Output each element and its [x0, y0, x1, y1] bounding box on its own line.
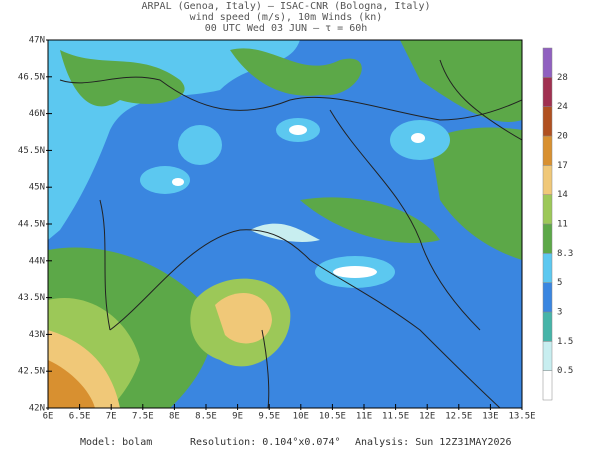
colorbar-label: 20: [557, 132, 568, 142]
header-line: 00 UTC Wed 03 JUN — τ = 60h: [205, 23, 368, 34]
colorbar-segment: [542, 47, 553, 78]
footer-model: Model: bolam: [80, 437, 152, 448]
colorbar-label: 14: [557, 190, 568, 200]
colorbar-segment: [542, 135, 553, 166]
lon-label: 11E: [356, 412, 372, 422]
lon-label: 8.5E: [195, 412, 217, 422]
lat-label: 42N: [29, 404, 45, 414]
lat-label: 43.5N: [18, 293, 45, 303]
colorbar-segment: [542, 341, 553, 371]
colorbar-segment: [542, 311, 553, 342]
lat-label: 46.5N: [18, 72, 45, 82]
colorbar-label: 11: [557, 220, 568, 230]
lon-label: 7.5E: [132, 412, 154, 422]
lat-label: 45.5N: [18, 146, 45, 156]
colorbar-label: 8.3: [557, 249, 573, 259]
lat-label: 46N: [29, 109, 45, 119]
lat-label: 43N: [29, 330, 45, 340]
lat-label: 44N: [29, 256, 45, 266]
colorbar-label: 3: [557, 308, 562, 318]
lon-label: 12.5E: [445, 412, 472, 422]
lon-label: 8E: [169, 412, 180, 422]
colorbar-label: 0.5: [557, 366, 573, 376]
map-field: [48, 40, 522, 408]
lon-label: 6E: [43, 412, 54, 422]
lon-label: 6.5E: [69, 412, 91, 422]
colorbar-segment: [542, 223, 553, 254]
lat-label: 45N: [29, 183, 45, 193]
colorbar-segment: [542, 106, 553, 137]
lon-label: 7E: [106, 412, 117, 422]
colorbar-label: 24: [557, 102, 568, 112]
lon-label: 12E: [419, 412, 435, 422]
footer-resolution: Resolution: 0.104°x0.074°: [190, 437, 341, 448]
colorbar-segment: [542, 77, 553, 107]
lon-label: 10E: [293, 412, 309, 422]
colorbar-segment: [542, 194, 553, 225]
colorbar-label: 17: [557, 161, 568, 171]
lon-label: 11.5E: [382, 412, 409, 422]
lon-label: 9.5E: [258, 412, 280, 422]
colorbar-segment: [542, 165, 553, 195]
lon-label: 9E: [232, 412, 243, 422]
colorbar-label: 5: [557, 278, 562, 288]
footer-analysis: Analysis: Sun 12Z31MAY2026: [355, 437, 512, 448]
header-line: ARPAL (Genoa, Italy) — ISAC-CNR (Bologna…: [142, 1, 431, 12]
lon-label: 10.5E: [319, 412, 346, 422]
header-line: wind speed (m/s), 10m Winds (kn): [190, 12, 383, 23]
colorbar-label: 28: [557, 73, 568, 83]
lon-label: 13E: [482, 412, 498, 422]
lat-label: 42.5N: [18, 367, 45, 377]
lon-label: 13.5E: [508, 412, 535, 422]
lat-label: 44.5N: [18, 220, 45, 230]
colorbar-segment: [542, 282, 553, 313]
colorbar-segment: [542, 370, 553, 401]
colorbar-segment: [542, 253, 553, 283]
lat-label: 47N: [29, 36, 45, 46]
colorbar-label: 1.5: [557, 337, 573, 347]
